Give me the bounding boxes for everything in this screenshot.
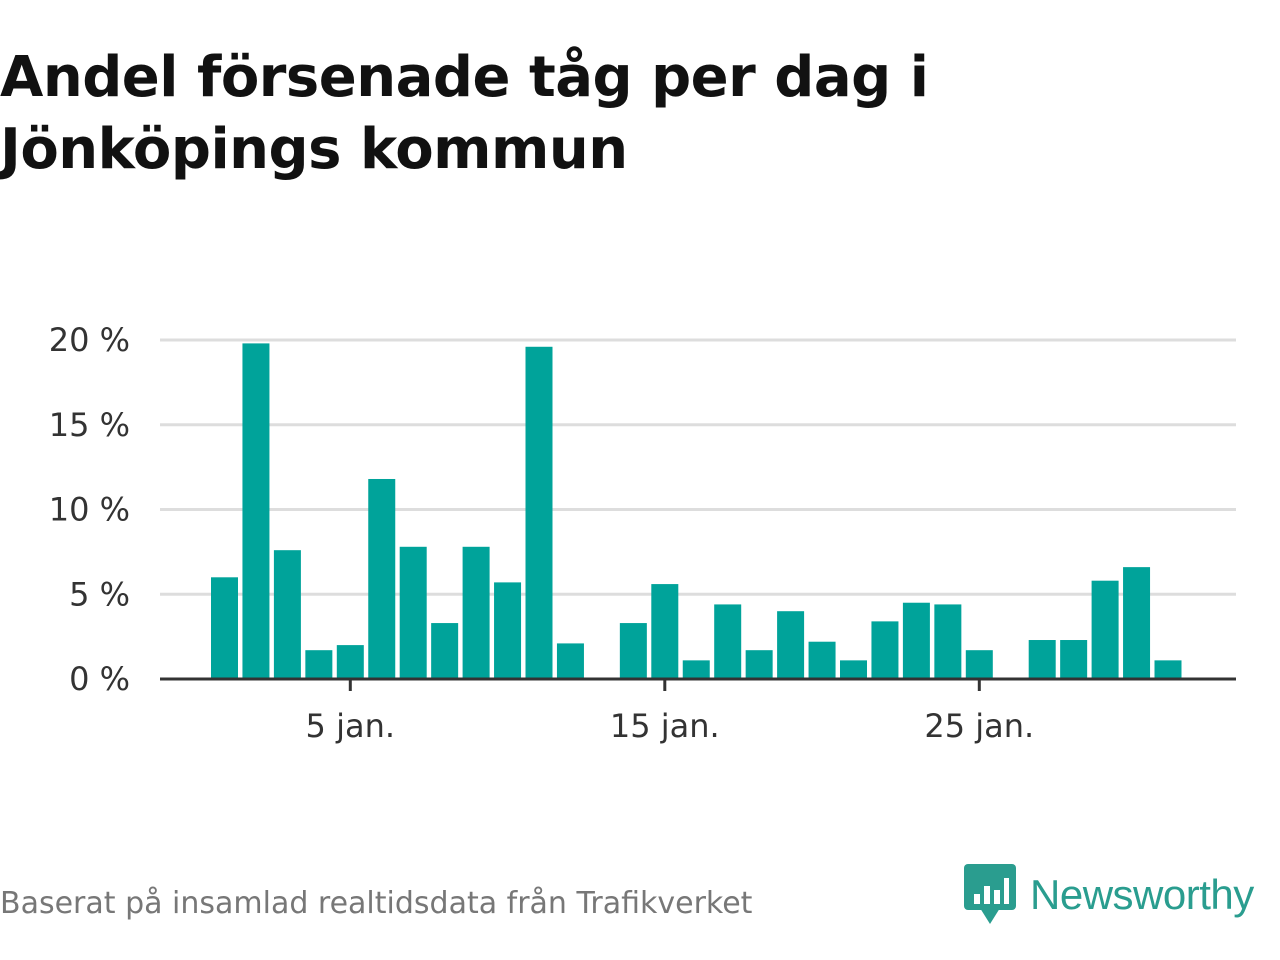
y-tick-labels: 0 % 5 % 10 % 15 % 20 %: [49, 321, 130, 698]
newsworthy-logo-icon: [964, 864, 1016, 924]
bar: [871, 621, 899, 679]
axes: [160, 677, 1236, 691]
source-note: Baserat på insamlad realtidsdata från Tr…: [0, 886, 753, 921]
bar: [777, 611, 805, 679]
bar: [242, 343, 270, 679]
bar: [1091, 580, 1119, 679]
y-tick-label: 10 %: [49, 491, 130, 529]
brand-logo: Newsworthy: [964, 862, 1254, 928]
x-tick-labels: 5 jan. 15 jan. 25 jan.: [306, 707, 1035, 745]
bar: [305, 650, 333, 679]
chart-title: Andel försenade tåg per dag i Jönköpings…: [0, 45, 929, 182]
bar: [525, 346, 553, 679]
bar: [336, 645, 364, 679]
y-tick-label: 5 %: [69, 575, 130, 613]
bar: [619, 623, 647, 679]
bar: [1060, 640, 1088, 679]
bar: [1123, 567, 1151, 679]
bar: [556, 643, 584, 679]
bar: [368, 478, 396, 679]
bar: [682, 660, 710, 679]
bar: [273, 550, 301, 679]
bar: [1154, 660, 1182, 679]
bar: [211, 577, 238, 679]
bar: [714, 604, 742, 679]
bar: [651, 584, 679, 679]
bar: [745, 650, 773, 679]
y-tick-label: 15 %: [49, 406, 130, 444]
bar: [808, 641, 836, 679]
bar: [902, 602, 930, 679]
bar-chart: 0 % 5 % 10 % 15 % 20 % 5 jan. 15 jan. 25 jan.: [49, 321, 1236, 745]
bar: [965, 650, 993, 679]
bar: [399, 546, 427, 679]
x-tick-label: 25 jan.: [924, 707, 1034, 745]
gridlines: [160, 338, 1236, 596]
bars: [211, 343, 1182, 679]
x-tick-label: 15 jan.: [610, 707, 720, 745]
y-tick-label: 20 %: [49, 321, 130, 359]
brand-name: Newsworthy: [1030, 871, 1254, 918]
bar: [934, 604, 962, 679]
bar: [840, 660, 867, 679]
bar: [494, 582, 522, 679]
x-tick-label: 5 jan.: [306, 707, 395, 745]
bar: [431, 623, 459, 679]
y-tick-label: 0 %: [69, 660, 130, 698]
bar: [1028, 640, 1056, 679]
bar: [462, 546, 490, 679]
